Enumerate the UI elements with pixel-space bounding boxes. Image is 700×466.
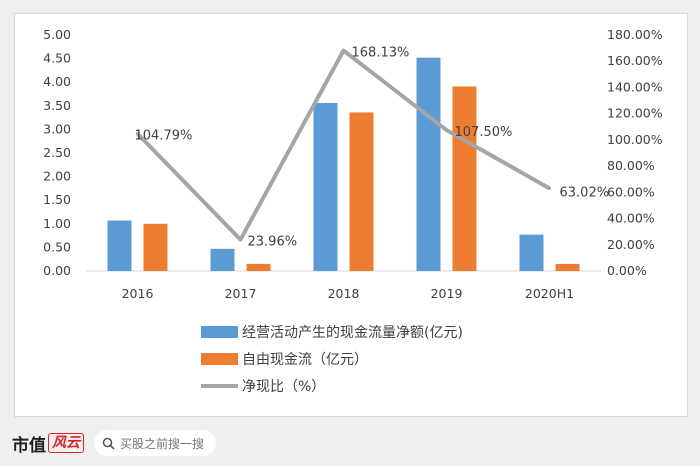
brand-text: 市值	[12, 435, 46, 456]
line-point	[445, 128, 448, 132]
brand-mark: 风云	[48, 433, 84, 453]
search-bar[interactable]: 买股之前搜一搜	[94, 430, 217, 456]
footer-bar: 市值 风云 买股之前搜一搜	[0, 420, 700, 466]
data-label: 107.50%	[455, 125, 513, 140]
y-left-tick-label: 2.50	[43, 145, 71, 160]
legend-swatch	[201, 353, 238, 365]
y-left-tick-label: 4.50	[43, 51, 71, 66]
y-right-tick-label: 160.00%	[607, 53, 663, 68]
x-tick-label: 2016	[122, 286, 154, 301]
bar	[107, 220, 132, 271]
bar	[416, 57, 441, 271]
bar	[246, 263, 271, 271]
data-label: 23.96%	[248, 235, 298, 250]
legend-label: 经营活动产生的现金流量净额(亿元)	[242, 325, 463, 341]
x-tick-label: 2017	[225, 286, 257, 301]
y-left-tick-label: 2.00	[43, 169, 71, 184]
line-point	[548, 186, 551, 190]
y-right-tick-label: 0.00%	[607, 263, 647, 278]
line-point	[342, 49, 345, 53]
data-label: 168.13%	[352, 46, 410, 61]
bar	[452, 86, 477, 271]
y-right-tick-label: 40.00%	[607, 211, 655, 226]
y-left-tick-label: 4.00	[43, 74, 71, 89]
bar	[519, 234, 544, 271]
bar	[555, 263, 580, 271]
bar	[313, 102, 338, 271]
bar	[143, 223, 168, 271]
y-right-tick-label: 60.00%	[607, 184, 655, 199]
bar	[210, 248, 235, 271]
y-left-tick-label: 3.00	[43, 121, 71, 136]
x-tick-label: 2019	[431, 286, 463, 301]
line-point	[239, 238, 242, 242]
y-right-tick-label: 180.00%	[607, 27, 663, 42]
data-label: 104.79%	[135, 129, 193, 144]
x-tick-label: 2020H1	[525, 286, 574, 301]
series-line	[136, 48, 551, 242]
y-left-tick-label: 5.00	[43, 27, 71, 42]
y-left-tick-label: 3.50	[43, 98, 71, 113]
y-left-tick-label: 1.50	[43, 192, 71, 207]
line-point	[136, 132, 139, 136]
chart-card: 0.00 0.50 1.00 1.50 2.00 2.50 3.00 3.50 4.00 4.50…	[14, 13, 688, 417]
x-tick-label: 2018	[328, 286, 360, 301]
bar	[349, 112, 374, 272]
data-label: 63.02%	[560, 185, 610, 200]
search-placeholder: 买股之前搜一搜	[120, 436, 205, 451]
y-right-tick-label: 120.00%	[607, 106, 663, 121]
legend-label: 净现比（%）	[242, 379, 325, 395]
y-right-tick-label: 100.00%	[607, 132, 663, 147]
y-right-tick-label: 80.00%	[607, 158, 655, 173]
legend-swatch	[201, 326, 238, 338]
y-left-tick-label: 0.50	[43, 239, 71, 254]
y-right-tick-label: 20.00%	[607, 237, 655, 252]
search-icon	[102, 437, 115, 450]
chart-canvas: 0.00 0.50 1.00 1.50 2.00 2.50 3.00 3.50 4.00 4.50…	[43, 27, 663, 395]
y-right-tick-label: 140.00%	[607, 79, 663, 94]
brand-logo[interactable]: 市值 风云	[12, 431, 84, 456]
legend-label: 自由现金流（亿元）	[242, 352, 368, 368]
y-left-tick-label: 1.00	[43, 216, 71, 231]
y-left-tick-label: 0.00	[43, 263, 71, 278]
